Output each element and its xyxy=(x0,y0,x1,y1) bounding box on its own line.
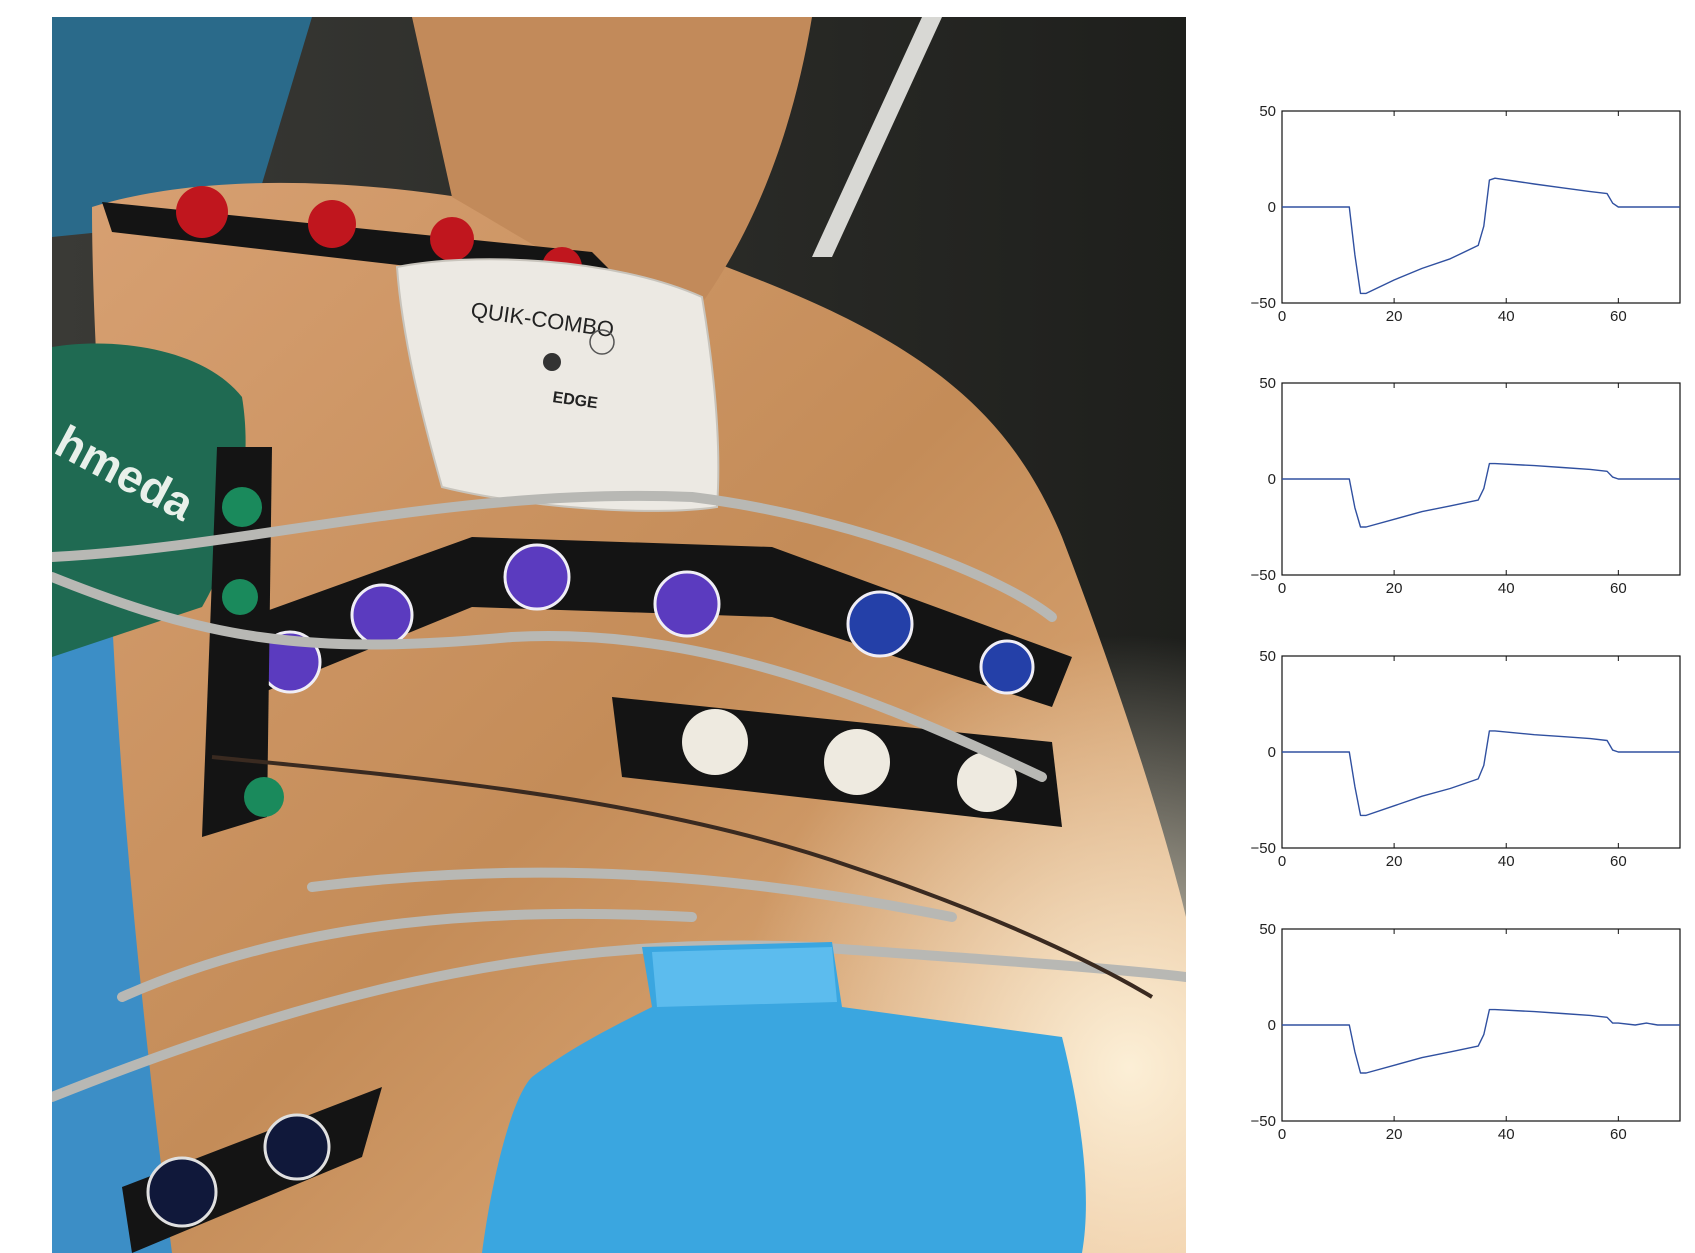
electrode-dark xyxy=(263,1113,331,1181)
x-tick-label: 0 xyxy=(1278,1126,1286,1143)
ribbon-cable xyxy=(52,490,1057,622)
y-tick-label: 0 xyxy=(1268,744,1276,761)
electrodes-green xyxy=(222,487,284,817)
series-line xyxy=(1282,730,1680,817)
electrode-purple xyxy=(350,583,414,647)
bp-cuff xyxy=(52,343,246,657)
pad-model: EDGE xyxy=(551,389,599,412)
return-pad-tab xyxy=(652,947,837,1007)
electrode-purple xyxy=(503,543,571,611)
electrode-white xyxy=(957,752,1017,812)
y-tick-label: 0 xyxy=(1268,199,1276,216)
ribbon-cable xyxy=(117,908,697,1002)
torso-electrode-photo: hmeda QUIK-COMBO EDGE xyxy=(52,17,1186,1253)
x-tick-label: 0 xyxy=(1278,308,1286,325)
pad-figure xyxy=(543,353,561,371)
y-tick-label: 50 xyxy=(1259,921,1276,938)
y-tick-label: 50 xyxy=(1259,648,1276,665)
electrode-red xyxy=(308,200,356,248)
electrode-red xyxy=(430,217,474,261)
electrode-green xyxy=(222,487,262,527)
x-tick-label: 40 xyxy=(1498,853,1515,870)
x-tick-label: 0 xyxy=(1278,853,1286,870)
electrode-dark xyxy=(146,1156,218,1228)
x-tick-label: 60 xyxy=(1610,580,1627,597)
series-line xyxy=(1282,177,1680,295)
return-pad xyxy=(482,942,1086,1253)
return-pad-body xyxy=(482,942,1086,1253)
electrode-blue xyxy=(979,639,1035,695)
y-tick-label: 0 xyxy=(1268,471,1276,488)
signal-plots: 0 20 40 60 −50 0 50 0 20 40 60 −50 0 50 0 20 40 60 −50 0 50 0… xyxy=(1186,0,1695,1248)
x-tick-label: 20 xyxy=(1386,853,1403,870)
electrode-red xyxy=(176,186,228,238)
electrodes-white xyxy=(682,709,1017,812)
y-tick-label: −50 xyxy=(1251,1113,1276,1130)
x-tick-label: 60 xyxy=(1610,853,1627,870)
y-tick-label: −50 xyxy=(1251,567,1276,584)
y-tick-label: −50 xyxy=(1251,840,1276,857)
series-line xyxy=(1282,462,1680,528)
y-tick-label: 0 xyxy=(1268,1017,1276,1034)
y-tick-label: 50 xyxy=(1259,103,1276,120)
y-tick-label: −50 xyxy=(1251,295,1276,312)
electrode-green xyxy=(222,579,258,615)
x-tick-label: 40 xyxy=(1498,580,1515,597)
dark-wire xyxy=(211,755,1154,999)
ribbon-cable xyxy=(307,867,957,922)
electrode-white xyxy=(824,729,890,795)
electrodes-purple xyxy=(258,543,1035,695)
series-line xyxy=(1282,1008,1680,1074)
electrode-blue xyxy=(846,590,914,658)
ribbon-cable xyxy=(52,572,1047,782)
pad-body xyxy=(395,258,720,512)
electrode-green xyxy=(244,777,284,817)
x-tick-label: 20 xyxy=(1386,1126,1403,1143)
x-tick-label: 60 xyxy=(1610,1126,1627,1143)
electrode-purple xyxy=(653,570,721,638)
electrodes-dark xyxy=(146,1113,331,1228)
x-tick-label: 40 xyxy=(1498,1126,1515,1143)
photo-illustration: hmeda QUIK-COMBO EDGE xyxy=(52,17,1186,1253)
x-tick-label: 40 xyxy=(1498,308,1515,325)
x-tick-label: 0 xyxy=(1278,580,1286,597)
electrode-white xyxy=(682,709,748,775)
defibrillator-pad: QUIK-COMBO EDGE xyxy=(395,258,720,512)
pad-figure-head xyxy=(589,329,615,355)
x-tick-label: 20 xyxy=(1386,308,1403,325)
y-tick-label: 50 xyxy=(1259,375,1276,392)
x-tick-label: 20 xyxy=(1386,580,1403,597)
x-tick-label: 60 xyxy=(1610,308,1627,325)
strap-middle xyxy=(222,537,1072,707)
